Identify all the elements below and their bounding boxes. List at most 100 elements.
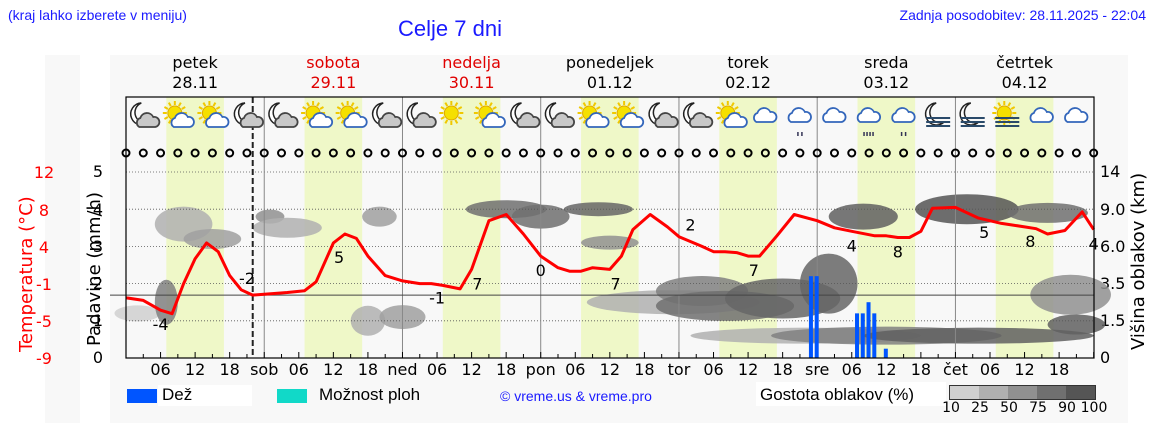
x-tick-label: 18 <box>634 360 655 379</box>
wind-marker-icon <box>259 148 269 158</box>
height-tick: 1.5 <box>1100 311 1126 330</box>
wind-marker-icon <box>207 148 217 158</box>
day-label: četrtek 04.12 <box>996 53 1053 92</box>
x-tick-label: 12 <box>876 360 897 379</box>
cloud-icon <box>753 107 778 123</box>
svg-text:7: 7 <box>749 261 759 280</box>
svg-text:2: 2 <box>685 216 695 235</box>
cloud-density-colorbar <box>949 385 1096 400</box>
x-tick-label: sre <box>804 360 830 379</box>
moon-cloud-icon <box>510 102 541 128</box>
sun-cloud-icon <box>473 101 506 128</box>
moon-cloud-icon <box>233 102 264 128</box>
moon-fog-icon <box>959 102 985 127</box>
wind-marker-icon <box>674 148 684 158</box>
x-tick-label: 18 <box>495 360 517 379</box>
density-tick: 50 <box>1000 400 1018 416</box>
x-tick-label: 18 <box>772 360 793 379</box>
x-tick-label: 12 <box>599 360 621 379</box>
wind-marker-icon <box>380 148 390 158</box>
cloud-drizzle-icon <box>787 107 812 136</box>
x-tick-label: 18 <box>219 360 240 379</box>
x-tick-label: 12 <box>323 360 344 379</box>
wind-marker-icon <box>432 148 442 158</box>
daylight-bands <box>166 97 1054 358</box>
cloud-icon <box>1029 107 1054 123</box>
temp-tick: -1 <box>36 275 52 294</box>
wind-marker-icon <box>881 148 891 158</box>
moon-cloud-icon <box>406 102 437 128</box>
svg-text:5: 5 <box>979 223 989 242</box>
wind-marker-icon <box>1037 148 1047 158</box>
sun-fog-icon <box>992 101 1020 127</box>
wind-markers-row <box>121 148 1099 158</box>
density-tick: 75 <box>1029 400 1047 416</box>
x-tick-label: 18 <box>1048 360 1070 379</box>
sun-cloud-icon <box>612 101 645 128</box>
x-tick-label: 12 <box>461 360 482 379</box>
wind-marker-icon <box>190 148 200 158</box>
x-tick-label: 06 <box>426 360 448 379</box>
cloud-drizzle-icon <box>891 107 916 136</box>
day-label: sreda 03.12 <box>863 53 910 92</box>
precip-tick: 5 <box>92 162 104 181</box>
wind-marker-icon <box>553 148 563 158</box>
x-tick-label: 06 <box>703 360 724 379</box>
wind-marker-icon <box>985 148 995 158</box>
rain-swatch <box>127 389 157 403</box>
precip-tick: 4 <box>92 200 104 219</box>
day-label: nedelja 30.11 <box>442 53 501 92</box>
wind-marker-icon <box>1054 148 1064 158</box>
sun-cloud-icon <box>715 101 748 128</box>
wind-marker-icon <box>328 148 338 158</box>
plot-frame <box>125 96 1095 359</box>
x-tick-label: sob <box>250 360 279 379</box>
svg-text:5: 5 <box>334 248 344 267</box>
moon-cloud-icon <box>130 102 161 128</box>
wind-marker-icon <box>829 148 839 158</box>
wind-marker-icon <box>864 148 874 158</box>
cloud-icon <box>822 107 847 123</box>
moon-cloud-icon <box>544 102 575 128</box>
copyright-link[interactable]: © vreme.us & vreme.pro <box>500 388 652 404</box>
cloud-density-label: Gostota oblakov (%) <box>760 385 915 404</box>
temp-tick: 12 <box>33 163 55 182</box>
height-tick: 0 <box>1100 348 1111 367</box>
wind-marker-icon <box>501 148 511 158</box>
wind-marker-icon <box>467 148 477 158</box>
day-label: torek 02.12 <box>725 53 771 92</box>
temp-tick: 4 <box>38 238 50 257</box>
svg-text:-4: -4 <box>153 315 169 334</box>
x-tick-label: 06 <box>288 360 309 379</box>
sun-cloud-icon <box>301 101 334 128</box>
temp-tick: 8 <box>38 201 50 220</box>
showers-label: Možnost ploh <box>319 385 421 404</box>
grid-lines <box>110 97 1095 358</box>
wind-marker-icon <box>156 148 166 158</box>
density-tick: 90 <box>1058 400 1076 416</box>
svg-text:-2: -2 <box>239 269 255 288</box>
x-tick-label: čet <box>942 360 968 379</box>
precip-tick: 3 <box>92 237 104 256</box>
x-tick-label: ned <box>387 360 418 379</box>
height-tick: 9.0 <box>1100 200 1126 219</box>
last-update: Zadnja posodobitev: 28.11.2025 - 22:04 <box>899 7 1146 23</box>
x-tick-label: 06 <box>979 360 1001 379</box>
sun-cloud-icon <box>162 101 195 128</box>
x-tick-label: tor <box>667 360 691 379</box>
wind-marker-icon <box>588 148 598 158</box>
wind-marker-icon <box>518 148 528 158</box>
wind-marker-icon <box>709 148 719 158</box>
wind-marker-icon <box>1020 148 1030 158</box>
density-tick: 10 <box>942 400 960 416</box>
wind-marker-icon <box>933 148 943 158</box>
moon-cloud-icon <box>268 102 299 128</box>
wind-marker-icon <box>778 148 788 158</box>
sun-cloud-icon <box>197 101 230 128</box>
rain-bars <box>808 276 888 358</box>
height-tick: 6.0 <box>1100 237 1126 256</box>
wind-marker-icon <box>397 148 407 158</box>
page-title: Celje 7 dni <box>398 16 502 41</box>
